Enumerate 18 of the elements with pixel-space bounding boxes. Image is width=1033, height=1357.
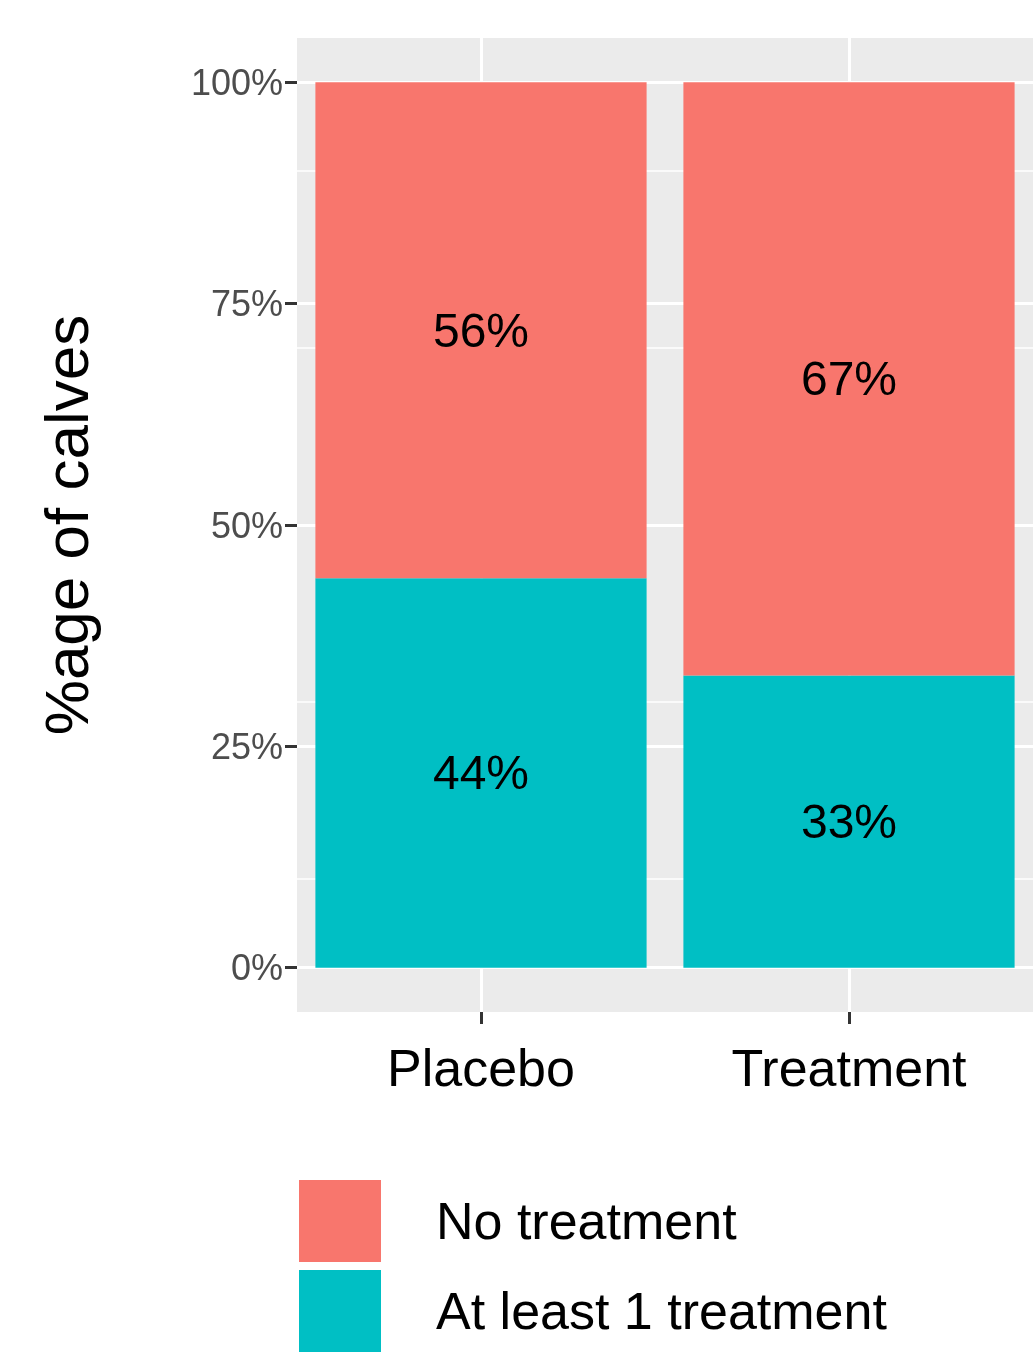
bar — [315, 82, 647, 579]
data-label: 33% — [800, 795, 898, 849]
y-tick-label: 50% — [210, 504, 283, 546]
bar — [315, 578, 647, 968]
legend-label: At least 1 treatment — [436, 1282, 888, 1340]
y-axis-title: %age of calves — [31, 314, 101, 736]
x-tick-label: Placebo — [387, 1039, 575, 1097]
bar — [683, 82, 1015, 676]
bar — [683, 675, 1015, 968]
data-label: 67% — [800, 352, 898, 406]
y-tick-label: 100% — [190, 61, 283, 103]
y-tick-label: 25% — [210, 725, 283, 767]
data-label: 44% — [432, 746, 530, 800]
y-tick-label: 0% — [230, 947, 283, 989]
legend-label: No treatment — [436, 1192, 738, 1250]
y-tick-label: 75% — [210, 283, 283, 325]
data-label: 56% — [432, 303, 530, 357]
x-tick-label: Treatment — [731, 1039, 968, 1097]
